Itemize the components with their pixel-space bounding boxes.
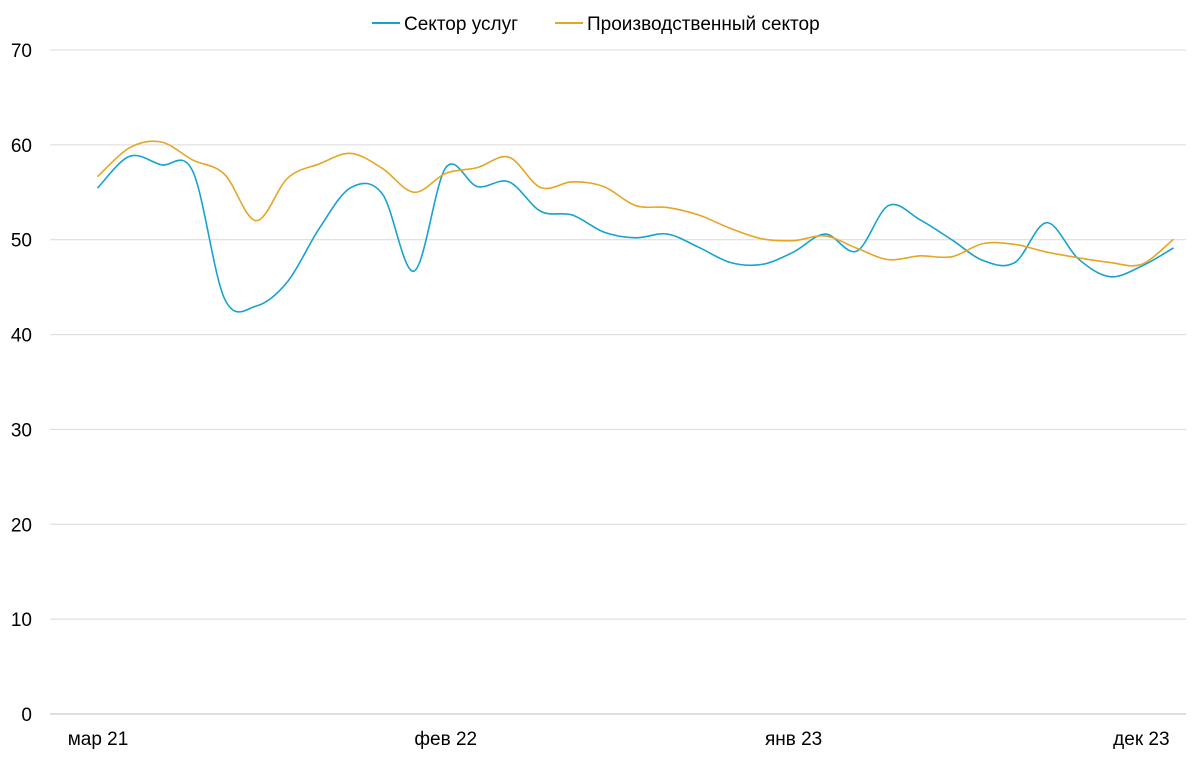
y-tick-label: 20 [11, 515, 32, 536]
series-line-2 [97, 140, 1174, 267]
grid-layer [50, 49, 1186, 715]
legend-label: Сектор услуг [404, 14, 518, 35]
y-tick-label: 30 [11, 420, 32, 441]
y-tick-label: 0 [21, 705, 32, 726]
legend-item: Производственный сектор [555, 14, 820, 35]
x-tick-label: янв 23 [765, 729, 822, 750]
series-line-1 [97, 154, 1174, 313]
series-layer [97, 140, 1174, 313]
y-tick-label: 60 [11, 136, 32, 157]
legend-item: Сектор услуг [372, 14, 518, 35]
x-tick-label: дек 23 [1113, 729, 1169, 750]
y-axis-ticks: 0 10 20 30 40 50 60 70 [11, 41, 32, 726]
y-tick-label: 70 [11, 41, 32, 62]
legend: Сектор услуг Производственный сектор [372, 14, 820, 35]
legend-label: Производственный сектор [587, 14, 820, 35]
x-axis-ticks: мар 21 фев 22 янв 23 дек 23 [68, 729, 1170, 750]
y-tick-label: 40 [11, 326, 32, 347]
y-tick-label: 50 [11, 231, 32, 252]
x-tick-label: мар 21 [68, 729, 129, 750]
y-tick-label: 10 [11, 610, 32, 631]
x-tick-label: фев 22 [414, 729, 477, 750]
